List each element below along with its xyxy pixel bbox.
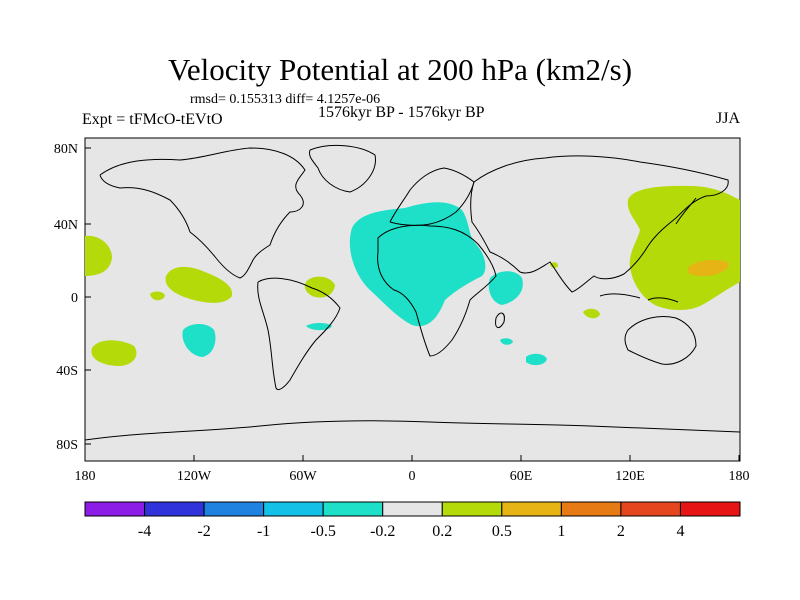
- colorbar-label: 0.5: [492, 523, 512, 540]
- contour-region-sw-indian: [526, 353, 547, 366]
- colorbar-label: 1: [557, 523, 565, 540]
- coastlines: [84, 145, 741, 441]
- period-label: 1576kyr BP - 1576kyr BP: [318, 104, 485, 121]
- colorbar-box: [560, 501, 622, 517]
- colorbar-label: 4: [676, 523, 684, 540]
- contour-fills: [85, 185, 740, 366]
- coastline-greenland: [309, 145, 376, 193]
- colorbar-box: [441, 501, 503, 517]
- contour-region-central-pacific-small: [150, 291, 165, 301]
- colorbar-box: [203, 501, 265, 517]
- coastline-australia: [624, 316, 697, 365]
- colorbar-label: -2: [197, 523, 210, 540]
- contour-region-south-indian-small: [500, 338, 513, 345]
- contour-region-south-atlantic-small: [306, 323, 332, 331]
- coastline-africa: [377, 224, 497, 357]
- colorbar-label: -0.2: [370, 523, 395, 540]
- coastline-north-america: [99, 147, 306, 279]
- x-tick-label: 180: [729, 469, 750, 484]
- contour-region-west-pacific-core: [687, 260, 729, 277]
- colorbar-box: [322, 501, 384, 517]
- contour-region-southeast-pacific: [91, 340, 137, 366]
- y-tick-label: 80S: [56, 438, 78, 453]
- colorbar-box: [144, 501, 205, 517]
- colorbar-label: -4: [138, 523, 151, 540]
- y-tick-labels: 80N 40N 0 40S 80S: [54, 142, 78, 453]
- colorbar-label: -1: [257, 523, 270, 540]
- coastline-japan: [675, 197, 697, 225]
- contour-region-east-africa: [488, 271, 523, 305]
- contour-region-indian-small: [583, 308, 600, 319]
- rmsd-diff-label: rmsd= 0.155313 diff= 4.1257e-06: [190, 92, 381, 107]
- x-tick-label: 0: [409, 469, 416, 484]
- contour-region-nw-pacific: [627, 185, 740, 310]
- coastline-south-america: [257, 277, 341, 391]
- colorbar-label: -0.5: [311, 523, 336, 540]
- colorbar-label: 2: [617, 523, 625, 540]
- contour-region-dateline: [85, 235, 112, 276]
- x-tick-labels: 180 120W 60W 0 60E 120E 180: [75, 469, 750, 484]
- y-tick-label: 40S: [56, 364, 78, 379]
- colorbar-box: [501, 501, 562, 517]
- colorbar-box: [620, 501, 681, 517]
- y-tick-label: 0: [71, 291, 78, 306]
- x-tick-label: 120W: [177, 469, 212, 484]
- contour-region-india-spot: [550, 262, 558, 269]
- x-tick-label: 120E: [615, 469, 645, 484]
- axis-ticks: [84, 147, 740, 461]
- colorbar-box: [263, 501, 324, 517]
- x-tick-label: 60W: [289, 469, 317, 484]
- contour-region-south-pacific: [182, 324, 216, 357]
- x-tick-label: 180: [75, 469, 96, 484]
- season-label: JJA: [715, 110, 740, 127]
- x-tick-label: 60E: [510, 469, 533, 484]
- coastline-madagascar: [495, 312, 505, 328]
- colorbar-box: [84, 501, 146, 517]
- coastline-indonesia: [599, 293, 679, 303]
- contour-region-caribbean: [304, 276, 335, 298]
- colorbar-box: [679, 501, 741, 517]
- coastline-asia: [470, 155, 729, 293]
- colorbar: -4 -2 -1 -0.5 -0.2 0.2 0.5 1 2 4: [84, 501, 741, 540]
- chart-title: Velocity Potential at 200 hPa (km2/s): [167, 52, 633, 87]
- y-tick-label: 40N: [54, 218, 78, 233]
- experiment-label: Expt = tFMcO-tEVtO: [82, 111, 223, 128]
- y-tick-label: 80N: [54, 142, 78, 157]
- contour-region-central-pacific: [165, 266, 233, 303]
- colorbar-label: 0.2: [432, 523, 452, 540]
- colorbar-box: [382, 501, 443, 517]
- coastline-antarctica: [84, 420, 741, 441]
